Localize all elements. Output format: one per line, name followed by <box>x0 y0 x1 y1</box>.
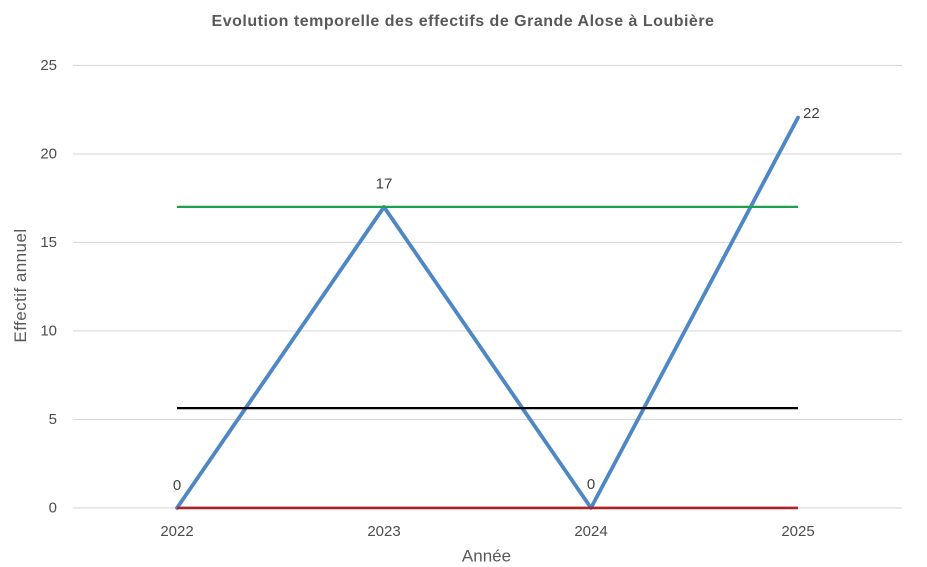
svg-text:25: 25 <box>40 57 57 74</box>
svg-text:10: 10 <box>40 323 57 340</box>
svg-text:17: 17 <box>376 176 393 193</box>
svg-text:15: 15 <box>40 234 57 251</box>
svg-text:Evolution temporelle des effec: Evolution temporelle des effectifs de Gr… <box>212 13 715 30</box>
svg-text:Année: Année <box>462 546 511 565</box>
svg-text:2022: 2022 <box>160 523 193 540</box>
svg-text:0: 0 <box>49 500 57 517</box>
svg-text:0: 0 <box>587 476 595 493</box>
svg-text:5: 5 <box>49 411 57 428</box>
svg-text:2025: 2025 <box>781 523 814 540</box>
svg-text:2024: 2024 <box>574 523 607 540</box>
svg-text:22: 22 <box>803 105 820 122</box>
svg-text:20: 20 <box>40 146 57 163</box>
svg-text:0: 0 <box>173 477 181 494</box>
svg-text:2023: 2023 <box>367 523 400 540</box>
svg-text:Effectif annuel: Effectif annuel <box>11 228 30 342</box>
